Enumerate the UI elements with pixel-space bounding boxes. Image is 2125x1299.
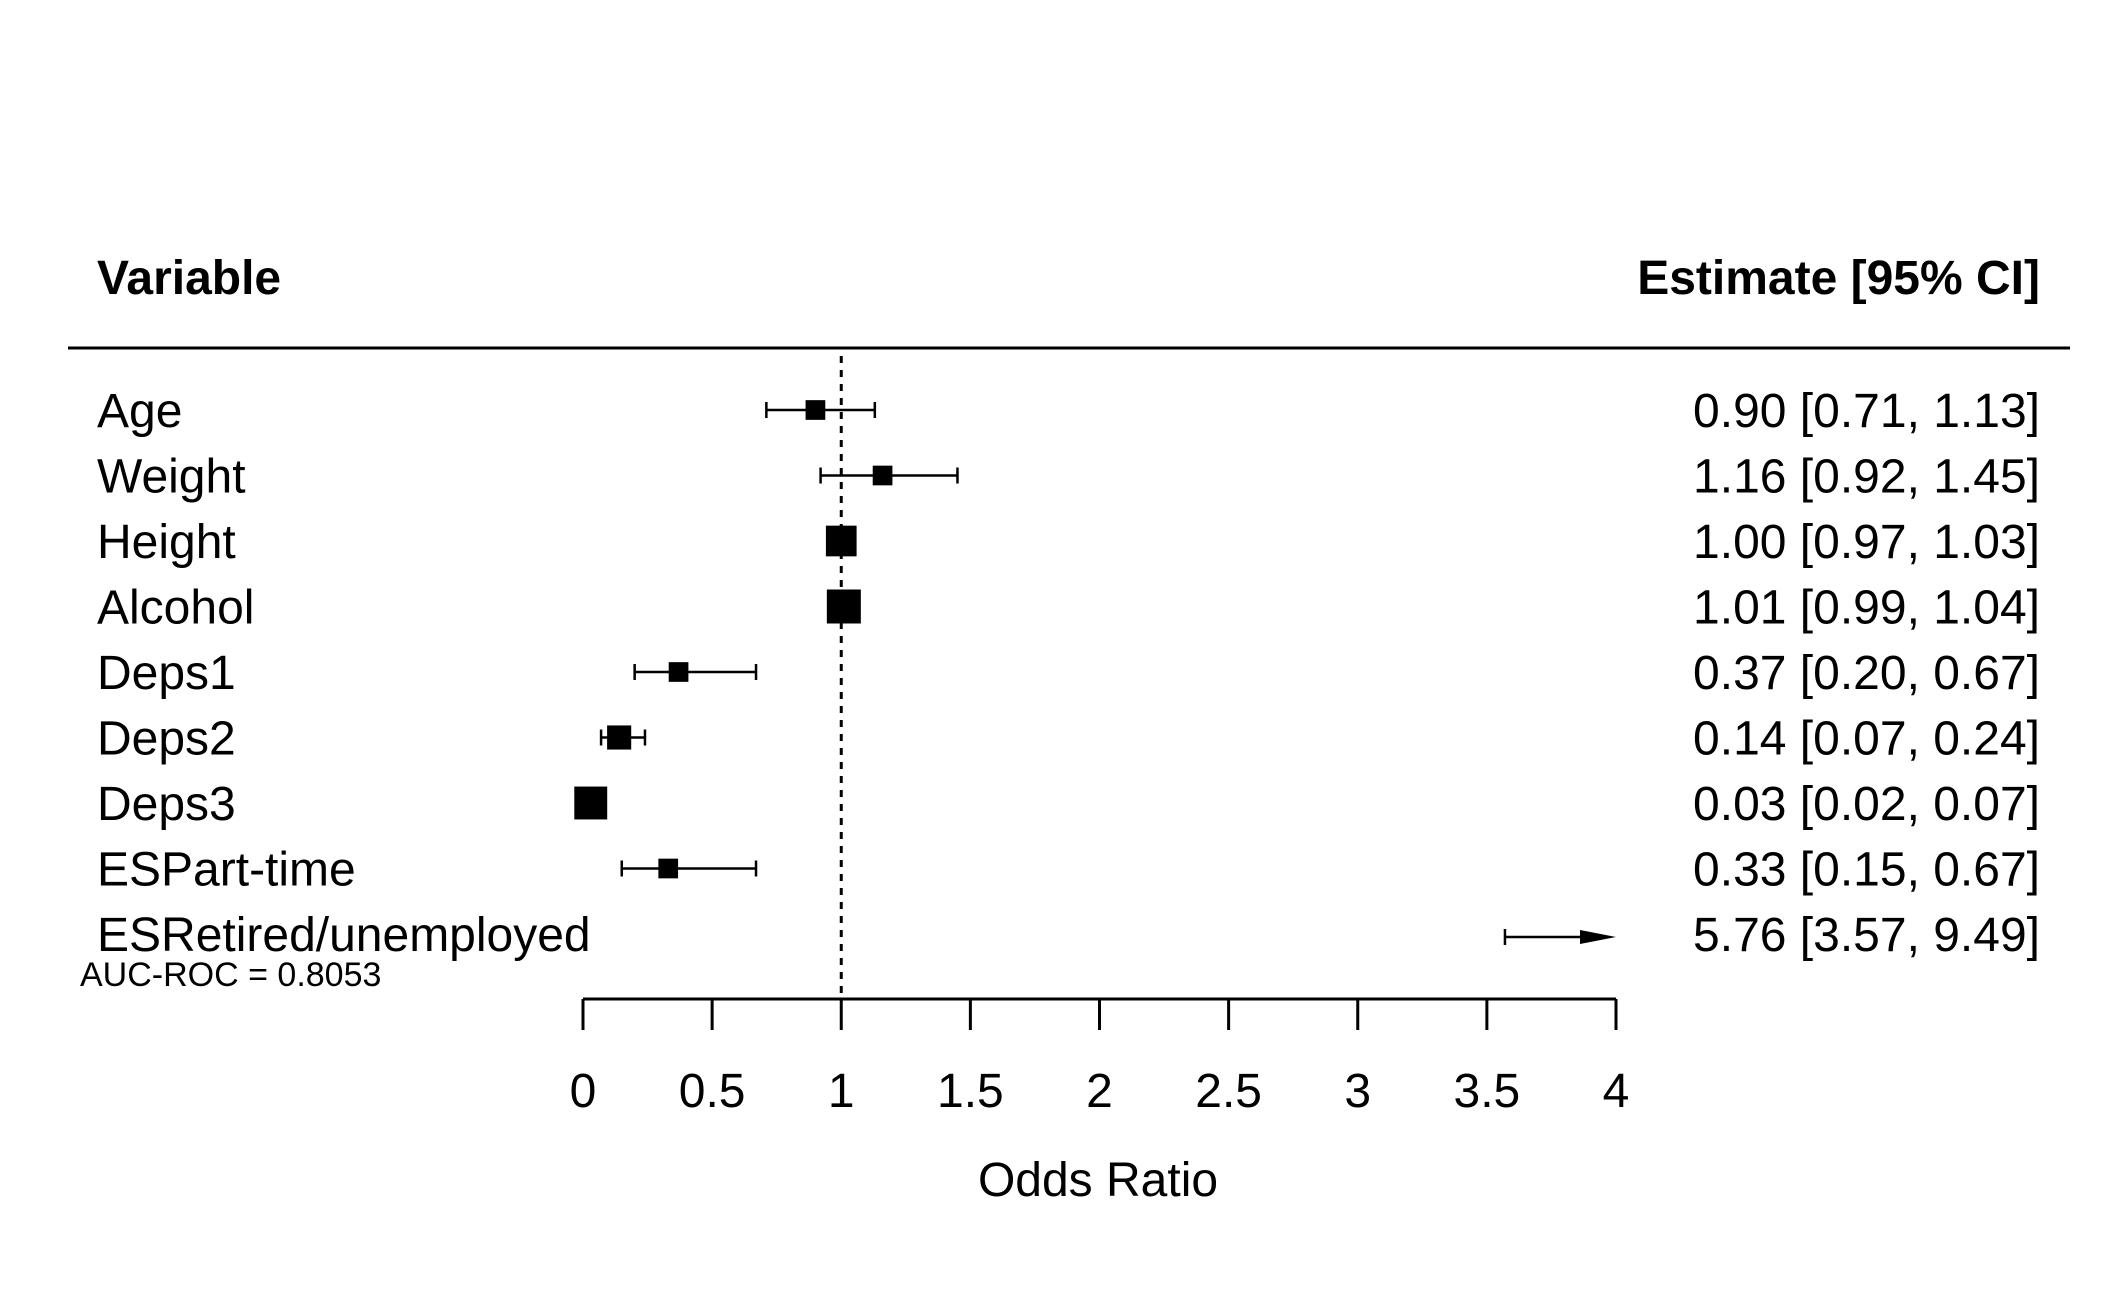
- auc-note: AUC-ROC = 0.8053: [80, 956, 381, 994]
- header-variable: Variable: [97, 252, 281, 305]
- row-label: Height: [97, 516, 236, 569]
- x-axis-label: Odds Ratio: [978, 1154, 1218, 1207]
- row-label: Deps1: [97, 647, 236, 700]
- x-tick-label: 1.5: [937, 1065, 1004, 1118]
- row-estimate: 0.33 [0.15, 0.67]: [1693, 844, 2040, 897]
- row-label: Age: [97, 385, 182, 438]
- row-label: ESRetired/unemployed: [97, 909, 591, 962]
- row-estimate: 1.16 [0.92, 1.45]: [1693, 451, 2040, 504]
- x-tick-label: 0.5: [679, 1065, 746, 1118]
- header-estimate: Estimate [95% CI]: [1637, 252, 2040, 305]
- x-tick-label: 1: [828, 1065, 855, 1118]
- x-tick-label: 3.5: [1454, 1065, 1521, 1118]
- x-axis: 0 0.5 1 1.5 2 2.5 3 3.5 4: [570, 997, 1630, 1118]
- x-tick-label: 2: [1086, 1065, 1113, 1118]
- point-estimate: [826, 589, 861, 624]
- row-estimate: 5.76 [3.57, 9.49]: [1693, 909, 2040, 962]
- point-estimate: [825, 525, 857, 557]
- row-label: ESPart-time: [97, 844, 356, 897]
- row-estimate: 0.03 [0.02, 0.07]: [1693, 778, 2040, 831]
- row-estimate: 1.01 [0.99, 1.04]: [1693, 582, 2040, 635]
- row-estimate: 0.90 [0.71, 1.13]: [1693, 385, 2040, 438]
- x-tick-label: 4: [1603, 1065, 1630, 1118]
- row-label: Deps3: [97, 778, 236, 831]
- row-label: Alcohol: [97, 582, 254, 635]
- row-estimate: 0.37 [0.20, 0.67]: [1693, 647, 2040, 700]
- x-tick-label: 2.5: [1195, 1065, 1262, 1118]
- row-estimate: 0.14 [0.07, 0.24]: [1693, 713, 2040, 766]
- x-tick-label: 0: [570, 1065, 597, 1118]
- row-label: Deps2: [97, 713, 236, 766]
- point-estimate: [574, 786, 608, 820]
- x-tick-label: 3: [1344, 1065, 1371, 1118]
- point-estimate: [668, 662, 689, 682]
- point-estimate: [872, 465, 893, 486]
- row-label: Weight: [97, 451, 246, 504]
- point-estimate: [607, 725, 632, 750]
- rows: Age 0.90 [0.71, 1.13] Weight 1.16 [0.92, 1.…: [97, 385, 2040, 962]
- row-estimate: 1.00 [0.97, 1.03]: [1693, 516, 2040, 569]
- point-estimate: [658, 858, 679, 879]
- truncation-arrow: [1580, 930, 1616, 944]
- point-estimate: [805, 400, 826, 420]
